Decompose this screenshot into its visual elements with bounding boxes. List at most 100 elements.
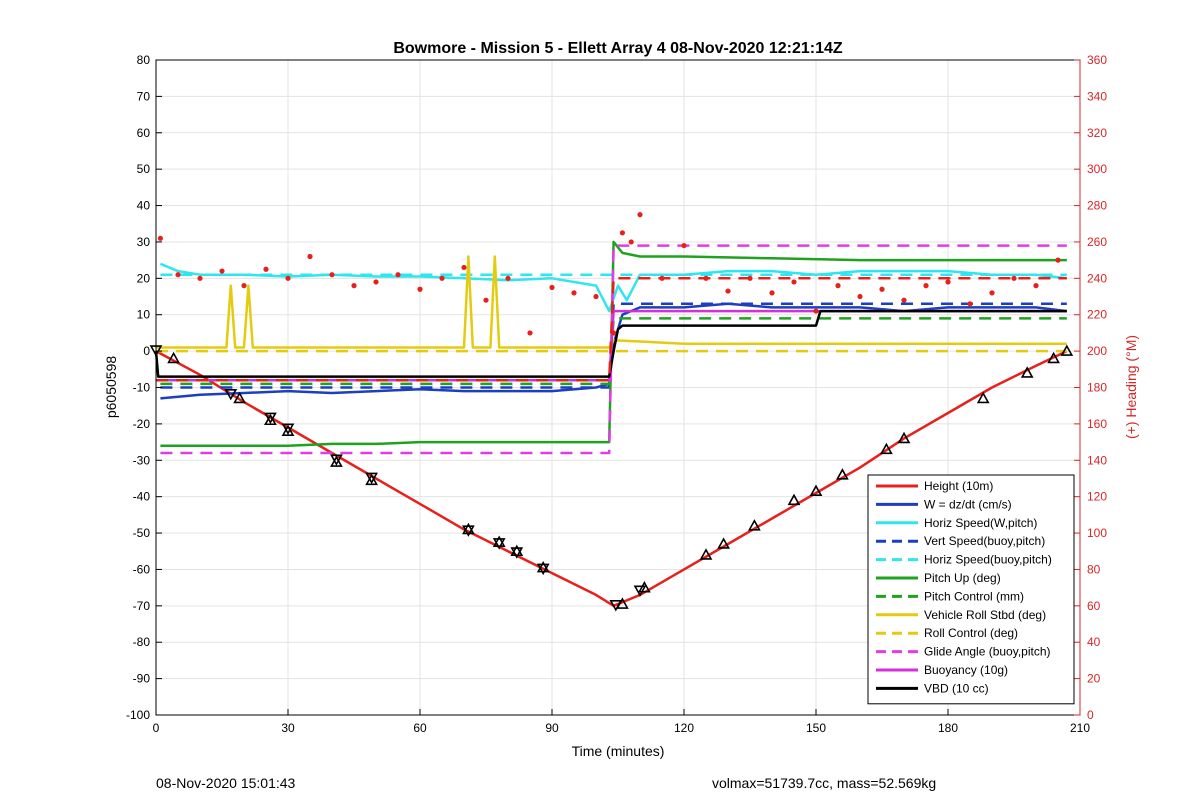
up-marker — [836, 468, 849, 480]
legend-label: Vert Speed(buoy,pitch) — [924, 534, 1045, 548]
heading-point — [813, 308, 819, 314]
up-marker — [462, 522, 475, 535]
x-tick-label: 0 — [153, 721, 160, 735]
up-marker — [717, 537, 730, 549]
y2-tick-label: 100 — [1087, 526, 1107, 540]
heading-point — [1011, 275, 1017, 281]
x-tick-label: 180 — [938, 721, 958, 735]
up-marker — [264, 413, 277, 426]
heading-point — [725, 288, 731, 294]
legend-box — [867, 474, 1075, 705]
heading-point — [945, 279, 951, 285]
y-tick-label: 60 — [137, 126, 151, 140]
legend-label: Horiz Speed(buoy,pitch) — [924, 553, 1052, 567]
y-tick-label: -30 — [133, 453, 151, 467]
x-tick-label: 150 — [806, 721, 826, 735]
y2-tick-label: 340 — [1087, 89, 1107, 103]
y2-tick-label: 200 — [1087, 344, 1107, 358]
up-marker — [638, 580, 651, 593]
heading-point — [197, 275, 203, 281]
down-marker — [281, 423, 295, 435]
y-axis-ticks: 80 70 60 50 40 30 20 10 0 -10 -20 -30 -40 -50 -60 -70 -8… — [126, 53, 162, 722]
y2-tick-label: 360 — [1087, 53, 1107, 67]
heading-point — [628, 239, 634, 245]
x-axis-ticks: 0 30 60 90 120 150 180 210 — [153, 709, 1090, 735]
y-tick-label: 50 — [137, 162, 151, 176]
heading-point — [835, 283, 841, 289]
series-11-line — [154, 309, 1067, 378]
y-tick-label: 30 — [137, 235, 151, 249]
heading-point — [1033, 283, 1039, 289]
up-marker — [365, 473, 378, 486]
heading-point — [285, 275, 291, 281]
x-tick-label: 30 — [281, 721, 295, 735]
heading-point — [791, 279, 797, 285]
up-marker — [809, 484, 823, 497]
x-axis-label: Time (minutes) — [572, 743, 665, 759]
down-marker — [633, 585, 647, 597]
up-marker — [1047, 351, 1060, 364]
heading-point — [157, 235, 163, 241]
up-marker — [1060, 344, 1074, 356]
series-5-line — [160, 240, 1067, 447]
up-marker — [536, 560, 550, 573]
up-marker — [880, 442, 893, 455]
up-marker — [976, 391, 990, 404]
y-tick-label: -80 — [133, 635, 151, 649]
y2-tick-label: 180 — [1087, 381, 1107, 395]
series-9-line — [160, 244, 1067, 455]
heading-point — [879, 286, 885, 292]
down-marker — [462, 525, 475, 537]
heading-point — [263, 266, 269, 272]
heading-point — [549, 284, 555, 291]
up-marker — [492, 535, 506, 547]
down-marker — [224, 388, 238, 401]
series-13-points — [157, 212, 1061, 336]
heading-point — [857, 293, 863, 300]
y2-tick-label: 260 — [1087, 235, 1107, 249]
y-tick-label: 10 — [137, 308, 151, 322]
heading-point — [483, 297, 489, 303]
y-tick-label: 0 — [143, 344, 150, 358]
y-tick-label: -70 — [133, 599, 151, 613]
heading-point — [219, 268, 225, 274]
chart-title: Bowmore - Mission 5 - Ellett Array 4 08-… — [393, 40, 843, 57]
x-tick-label: 90 — [545, 721, 559, 735]
up-marker — [748, 519, 761, 531]
heading-point — [395, 272, 401, 278]
heading-point — [703, 275, 709, 281]
heading-point — [329, 272, 335, 278]
heading-point — [611, 330, 617, 336]
up-marker — [699, 548, 713, 560]
y2-tick-label: 320 — [1087, 126, 1107, 140]
heading-point — [1055, 257, 1061, 263]
legend-label: Roll Control (deg) — [924, 626, 1018, 640]
heading-point — [967, 301, 973, 307]
x-tick-label: 60 — [413, 721, 427, 735]
heading-point — [637, 212, 643, 218]
heading-point — [593, 293, 599, 300]
footer-stats: volmax=51739.7cc, mass=52.569kg — [712, 775, 937, 791]
heading-point — [571, 290, 577, 296]
heading-point — [681, 242, 687, 249]
up-marker — [233, 391, 246, 404]
y-tick-label: -90 — [133, 672, 151, 686]
y2-tick-label: 240 — [1087, 271, 1107, 285]
y-tick-label: 20 — [137, 271, 151, 285]
heading-point — [351, 283, 357, 289]
up-marker — [510, 544, 524, 557]
y2-tick-label: 160 — [1087, 417, 1107, 431]
legend-label: Vehicle Roll Stbd (deg) — [924, 608, 1046, 622]
up-marker — [1020, 366, 1034, 378]
heading-point — [505, 275, 511, 281]
heading-point — [747, 275, 753, 281]
y2-tick-label: 300 — [1087, 162, 1107, 176]
legend-label: W = dz/dt (cm/s) — [924, 497, 1012, 511]
heading-point — [373, 279, 379, 285]
series-0-line — [155, 349, 1068, 608]
y2-tick-label: 20 — [1087, 672, 1101, 686]
heading-point — [659, 275, 665, 281]
y-tick-label: -40 — [133, 490, 151, 504]
y2-tick-label: 120 — [1087, 490, 1107, 504]
y2-tick-label: 280 — [1087, 199, 1107, 213]
